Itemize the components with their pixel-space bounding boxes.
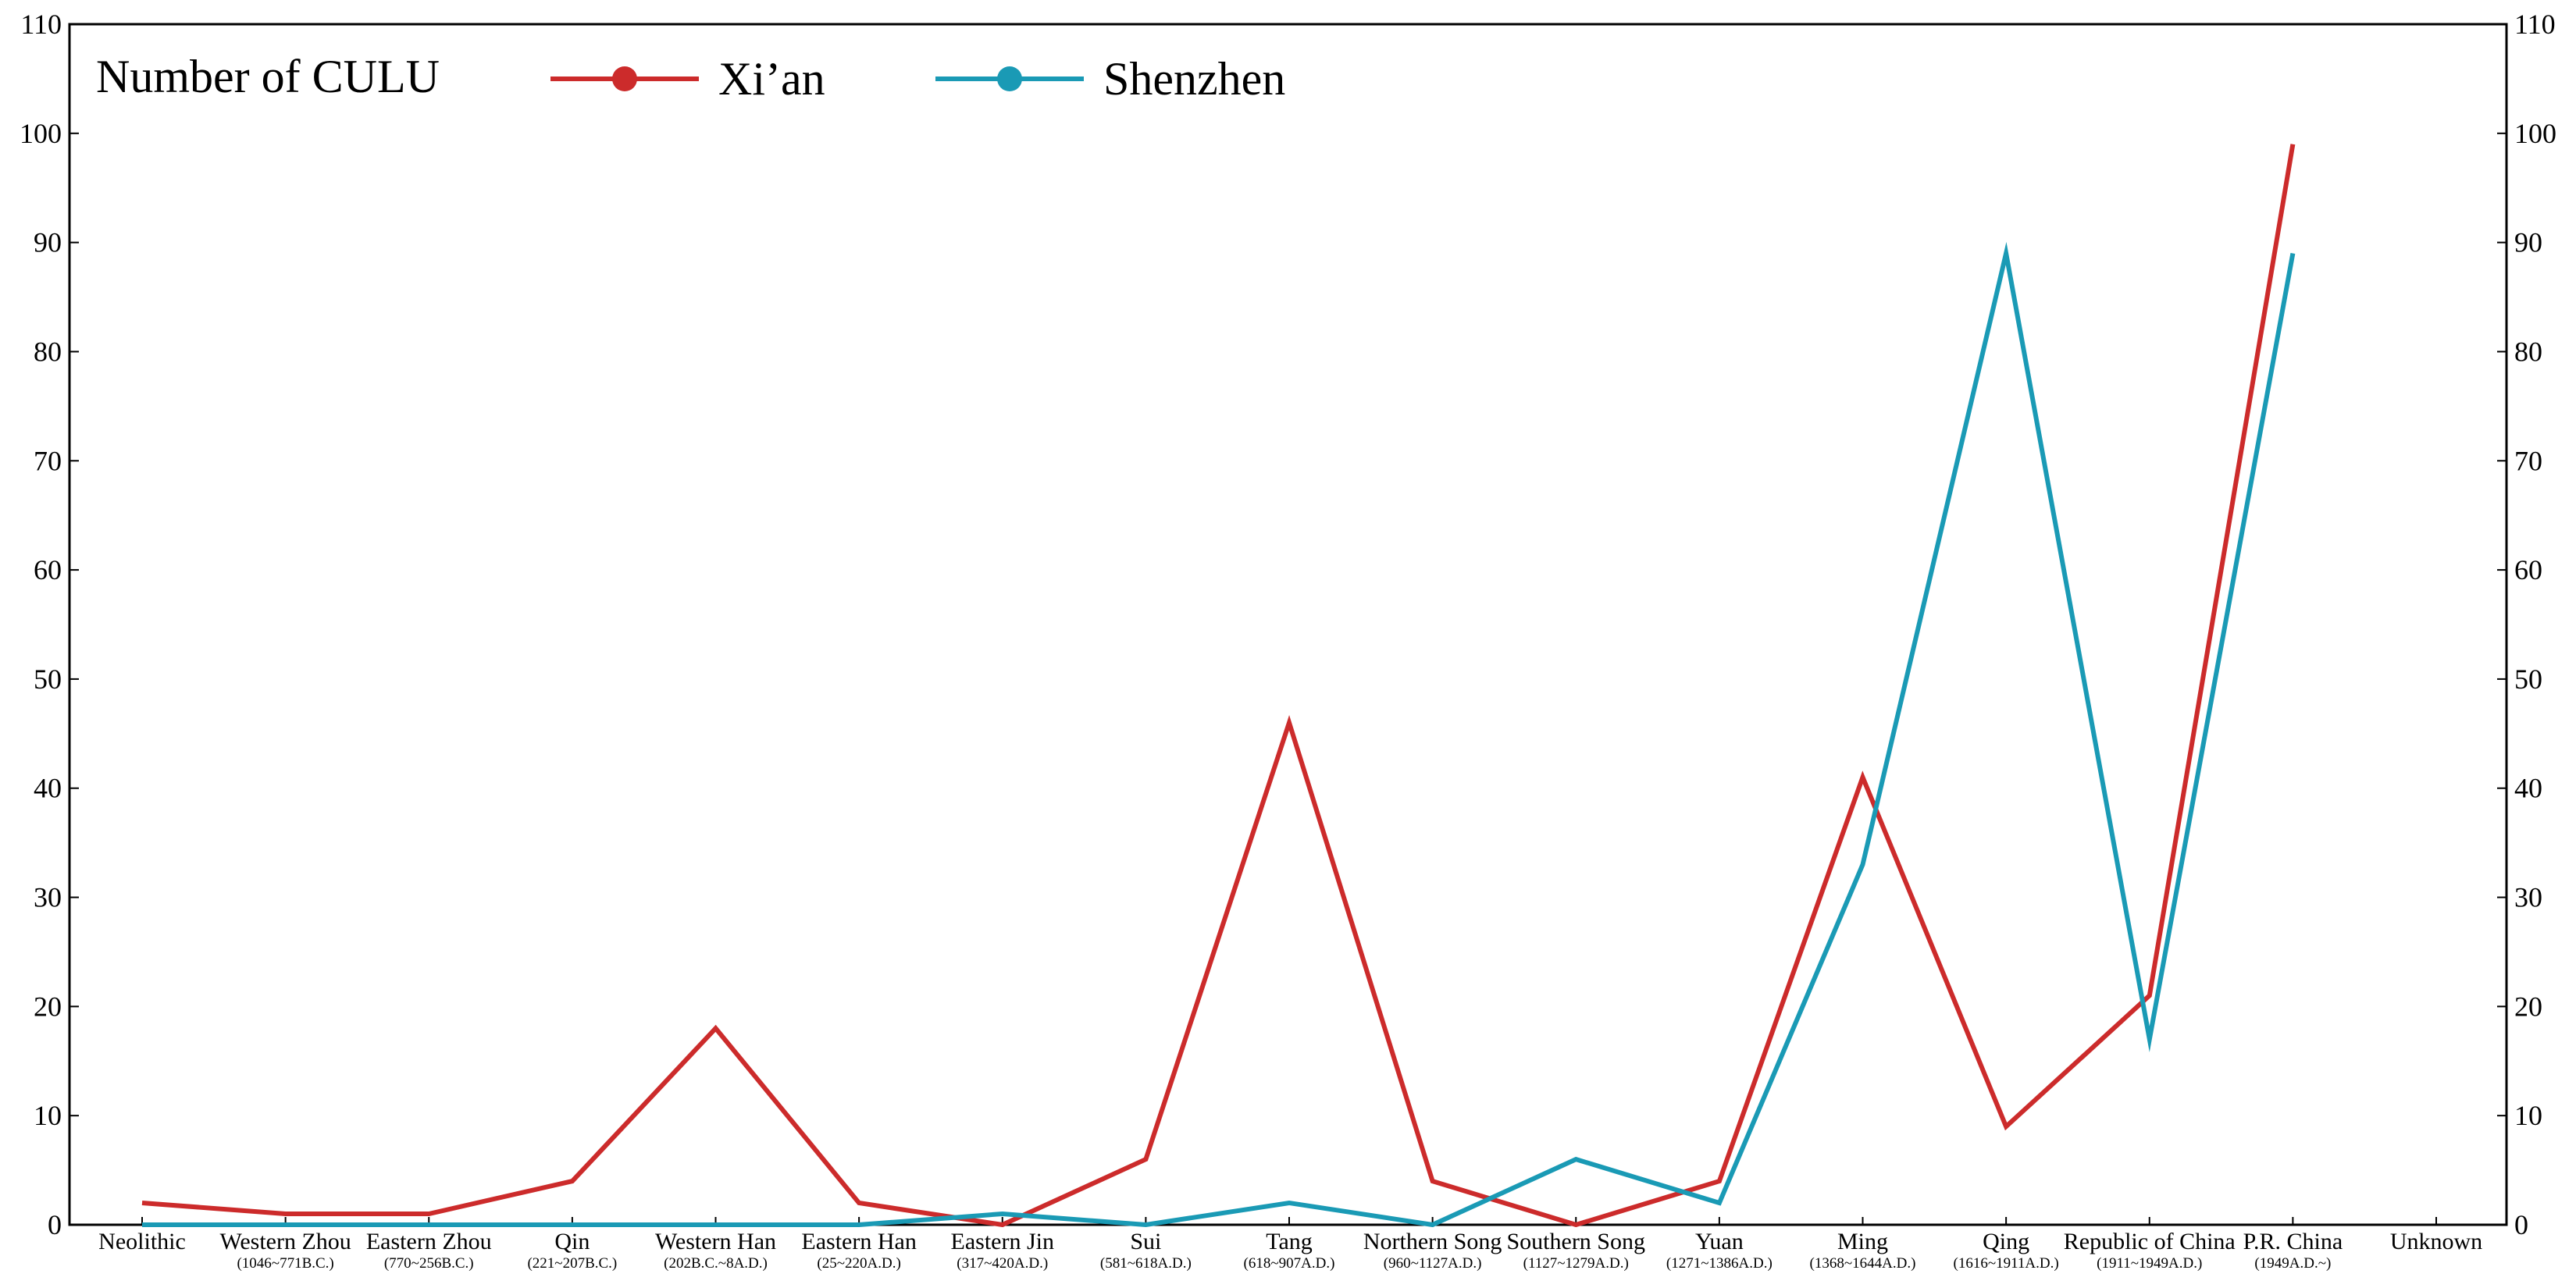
- x-tick-label: Qing: [1983, 1229, 2029, 1254]
- x-tick-period-label: (1911~1949A.D.): [2097, 1255, 2202, 1272]
- legend-title: Number of CULU: [96, 51, 440, 102]
- x-tick-period-label: (25~220A.D.): [817, 1255, 900, 1272]
- x-tick-label: Qin: [554, 1229, 590, 1254]
- right-y-tick-label: 10: [2514, 1100, 2542, 1131]
- x-tick-period-label: (1127~1279A.D.): [1523, 1255, 1629, 1272]
- x-tick-label: Sui: [1130, 1229, 1161, 1254]
- right-y-tick-label: 70: [2514, 445, 2542, 476]
- x-tick-label: Yuan: [1695, 1229, 1744, 1254]
- x-tick-label: Western Zhou: [219, 1229, 351, 1254]
- x-tick-period-label: (1616~1911A.D.): [1954, 1255, 2059, 1272]
- left-y-tick-label: 90: [34, 227, 62, 258]
- right-y-tick-label: 40: [2514, 773, 2542, 804]
- series-line-shenzhen: [142, 241, 2296, 1228]
- x-axis: Neolithic Western Zhou(1046~771B.C.) Easte…: [98, 1217, 2482, 1272]
- x-tick-period-label: (202B.C.~8A.D.): [664, 1255, 768, 1272]
- right-y-tick-label: 80: [2514, 336, 2542, 367]
- x-tick-period-label: (581~618A.D.): [1100, 1255, 1192, 1272]
- x-tick-label: Northern Song: [1363, 1229, 1502, 1254]
- x-tick-period-label: (1046~771B.C.): [237, 1255, 333, 1272]
- left-y-tick-label: 60: [34, 554, 62, 585]
- right-y-tick-label: 30: [2514, 882, 2542, 913]
- x-tick-label: Neolithic: [98, 1229, 186, 1254]
- x-tick-label: Eastern Jin: [951, 1229, 1054, 1254]
- x-tick-label: Eastern Han: [801, 1229, 916, 1254]
- x-tick-label: Republic of China: [2064, 1229, 2236, 1254]
- left-y-tick-label: 80: [34, 336, 62, 367]
- x-tick-label: Unknown: [2390, 1229, 2482, 1254]
- plot-frame: [68, 23, 2508, 1226]
- right-y-tick-label: 20: [2514, 991, 2542, 1022]
- series-line-xian: [141, 144, 2296, 1228]
- x-tick-label: Eastern Zhou: [366, 1229, 492, 1254]
- x-tick-period-label: (1368~1644A.D.): [1810, 1255, 1916, 1272]
- x-tick-label: Western Han: [655, 1229, 776, 1254]
- right-y-axis: 0 10 20 30 40 50 60 70 80 90 100 110: [2497, 9, 2556, 1240]
- series-lines: [141, 144, 2296, 1228]
- x-tick-label: Ming: [1837, 1229, 1888, 1254]
- left-y-tick-label: 50: [34, 664, 62, 695]
- right-y-tick-label: 110: [2514, 9, 2556, 40]
- left-y-tick-label: 30: [34, 882, 62, 913]
- left-y-tick-label: 110: [20, 9, 62, 40]
- legend-marker: [997, 66, 1022, 91]
- legend-item: Xi’an: [550, 53, 825, 105]
- x-tick-label: Southern Song: [1506, 1229, 1645, 1254]
- right-y-tick-label: 0: [2514, 1209, 2528, 1240]
- left-y-tick-label: 0: [48, 1209, 62, 1240]
- legend-label: Xi’an: [718, 53, 825, 105]
- legend-label: Shenzhen: [1103, 53, 1285, 105]
- left-y-axis: 0 10 20 30 40 50 60 70 80 90 100 110: [20, 9, 79, 1240]
- x-tick-label: P.R. China: [2243, 1229, 2343, 1254]
- legend: Number of CULU Xi’an Shenzhen: [96, 51, 1285, 105]
- legend-item: Shenzhen: [935, 53, 1285, 105]
- x-tick-period-label: (221~207B.C.): [527, 1255, 617, 1272]
- left-y-tick-label: 20: [34, 991, 62, 1022]
- x-tick-period-label: (1949A.D.~): [2254, 1255, 2331, 1272]
- x-tick-label: Tang: [1266, 1229, 1313, 1254]
- legend-marker: [612, 66, 637, 91]
- left-y-tick-label: 40: [34, 773, 62, 804]
- right-y-tick-label: 90: [2514, 227, 2542, 258]
- left-y-tick-label: 10: [34, 1100, 62, 1131]
- x-tick-period-label: (618~907A.D.): [1244, 1255, 1335, 1272]
- left-y-tick-label: 100: [20, 118, 62, 149]
- right-y-tick-label: 100: [2514, 118, 2556, 149]
- x-tick-period-label: (1271~1386A.D.): [1666, 1255, 1773, 1272]
- right-y-tick-label: 50: [2514, 664, 2542, 695]
- right-y-tick-label: 60: [2514, 554, 2542, 585]
- x-tick-period-label: (317~420A.D.): [957, 1255, 1048, 1272]
- left-y-tick-label: 70: [34, 445, 62, 476]
- x-tick-period-label: (960~1127A.D.): [1384, 1255, 1482, 1272]
- x-tick-period-label: (770~256B.C.): [384, 1255, 474, 1272]
